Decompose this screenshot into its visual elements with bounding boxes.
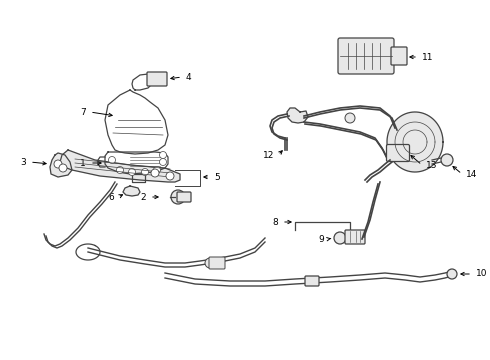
FancyBboxPatch shape — [391, 47, 407, 65]
FancyBboxPatch shape — [209, 257, 225, 269]
Circle shape — [171, 190, 185, 204]
Polygon shape — [50, 153, 72, 177]
Text: 3: 3 — [20, 158, 26, 166]
Circle shape — [142, 168, 148, 176]
Text: 12: 12 — [263, 150, 274, 159]
Circle shape — [160, 158, 167, 166]
Text: 7: 7 — [80, 108, 86, 117]
Circle shape — [151, 169, 159, 177]
Polygon shape — [105, 152, 168, 174]
FancyBboxPatch shape — [387, 144, 410, 162]
Text: 14: 14 — [466, 170, 477, 179]
Text: 10: 10 — [476, 270, 488, 279]
Polygon shape — [287, 108, 308, 123]
Text: 9: 9 — [318, 234, 324, 243]
Circle shape — [153, 166, 161, 174]
Circle shape — [447, 269, 457, 279]
FancyBboxPatch shape — [345, 230, 365, 244]
FancyBboxPatch shape — [305, 276, 319, 286]
Circle shape — [166, 172, 174, 180]
FancyBboxPatch shape — [177, 192, 191, 202]
Text: 13: 13 — [426, 161, 438, 170]
Text: 1: 1 — [80, 158, 86, 167]
Circle shape — [117, 166, 123, 174]
FancyBboxPatch shape — [338, 38, 394, 74]
Circle shape — [334, 232, 346, 244]
Text: 4: 4 — [186, 72, 192, 81]
Polygon shape — [387, 112, 443, 172]
Text: 5: 5 — [214, 172, 220, 181]
Circle shape — [59, 164, 67, 172]
Text: 2: 2 — [140, 193, 146, 202]
Circle shape — [54, 160, 62, 168]
Circle shape — [345, 113, 355, 123]
Polygon shape — [132, 174, 145, 182]
Polygon shape — [132, 74, 153, 90]
Circle shape — [108, 157, 116, 163]
Polygon shape — [60, 150, 180, 182]
Circle shape — [441, 154, 453, 166]
Text: 8: 8 — [272, 217, 278, 226]
Circle shape — [160, 152, 167, 158]
Text: 11: 11 — [422, 53, 434, 62]
Polygon shape — [105, 90, 168, 154]
Polygon shape — [123, 186, 140, 196]
Circle shape — [128, 168, 136, 176]
FancyBboxPatch shape — [147, 72, 167, 86]
Text: 6: 6 — [108, 193, 114, 202]
Circle shape — [205, 258, 215, 268]
